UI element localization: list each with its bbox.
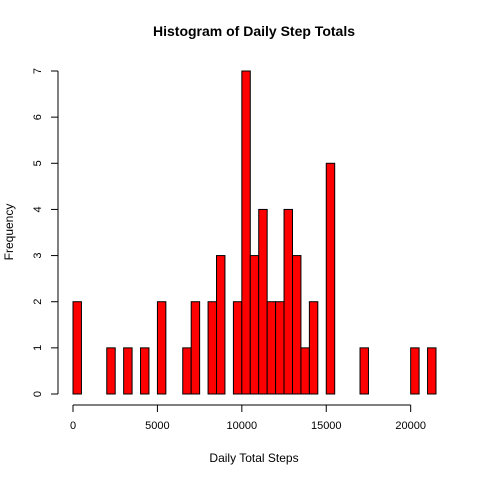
bar-3 [140,347,150,395]
x-axis: 0 5000 10000 15000 20000 [70,404,426,432]
bar-13 [266,301,277,395]
y-tick-label-3: 3 [32,253,44,259]
y-tick-label-5: 5 [32,160,44,166]
x-tick-label-5000: 5000 [145,420,169,432]
y-tick-label-2: 2 [32,299,44,305]
bar-10 [241,70,251,395]
y-tick-label-4: 4 [32,206,44,212]
bar-2 [123,347,133,395]
bar-20 [359,347,369,395]
bar-22 [427,347,437,395]
bar-6 [190,301,201,395]
bar-18 [308,301,319,395]
bar-12 [258,208,268,395]
bar-5 [182,347,192,395]
y-axis: 0 1 2 3 4 5 6 7 [32,68,59,397]
bar-15 [283,208,293,395]
x-tick-label-15000: 15000 [311,420,342,432]
bar-9 [232,301,243,395]
bar-17 [300,347,310,395]
y-tick-label-1: 1 [32,345,44,351]
x-tick-label-20000: 20000 [395,420,426,432]
bar-7 [207,301,218,395]
chart-title: Histogram of Daily Step Totals [153,23,355,39]
bar-1 [106,347,116,395]
bar-16 [291,255,302,395]
y-tick-label-0: 0 [32,391,44,397]
y-tick-label-6: 6 [32,114,44,120]
x-axis-label: Daily Total Steps [209,451,298,465]
bar-0 [72,301,82,395]
bar-21 [410,347,420,395]
bar-4 [156,301,167,395]
x-tick-label-10000: 10000 [227,420,258,432]
bar-8 [216,255,226,395]
bar-14 [275,301,285,395]
bar-11 [249,255,260,395]
bar-19 [325,162,336,395]
bars-group [72,70,437,395]
x-tick-label-0: 0 [70,420,76,432]
y-axis-label: Frequency [2,204,16,261]
y-tick-label-7: 7 [32,68,44,74]
